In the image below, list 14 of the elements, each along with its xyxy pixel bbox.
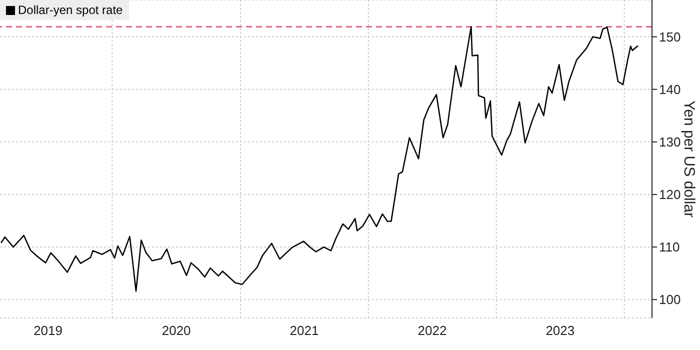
y-tick-label: 140 (659, 82, 681, 97)
y-tick-label: 110 (659, 240, 680, 255)
y-axis-title: Yen per US dollar (680, 100, 698, 218)
y-tick-label: 150 (659, 29, 681, 44)
x-tick-label: 2022 (418, 323, 447, 338)
x-tick-label: 2021 (290, 323, 319, 338)
x-tick-label: 2019 (34, 323, 62, 338)
legend-label: Dollar-yen spot rate (18, 3, 123, 17)
y-tick-label: 120 (659, 187, 681, 202)
y-tick-label: 100 (659, 292, 681, 308)
line-series (0, 26, 639, 292)
x-tick-label: 2023 (546, 323, 575, 338)
y-tick-label: 130 (659, 134, 681, 150)
x-tick-label: 2020 (162, 323, 191, 338)
